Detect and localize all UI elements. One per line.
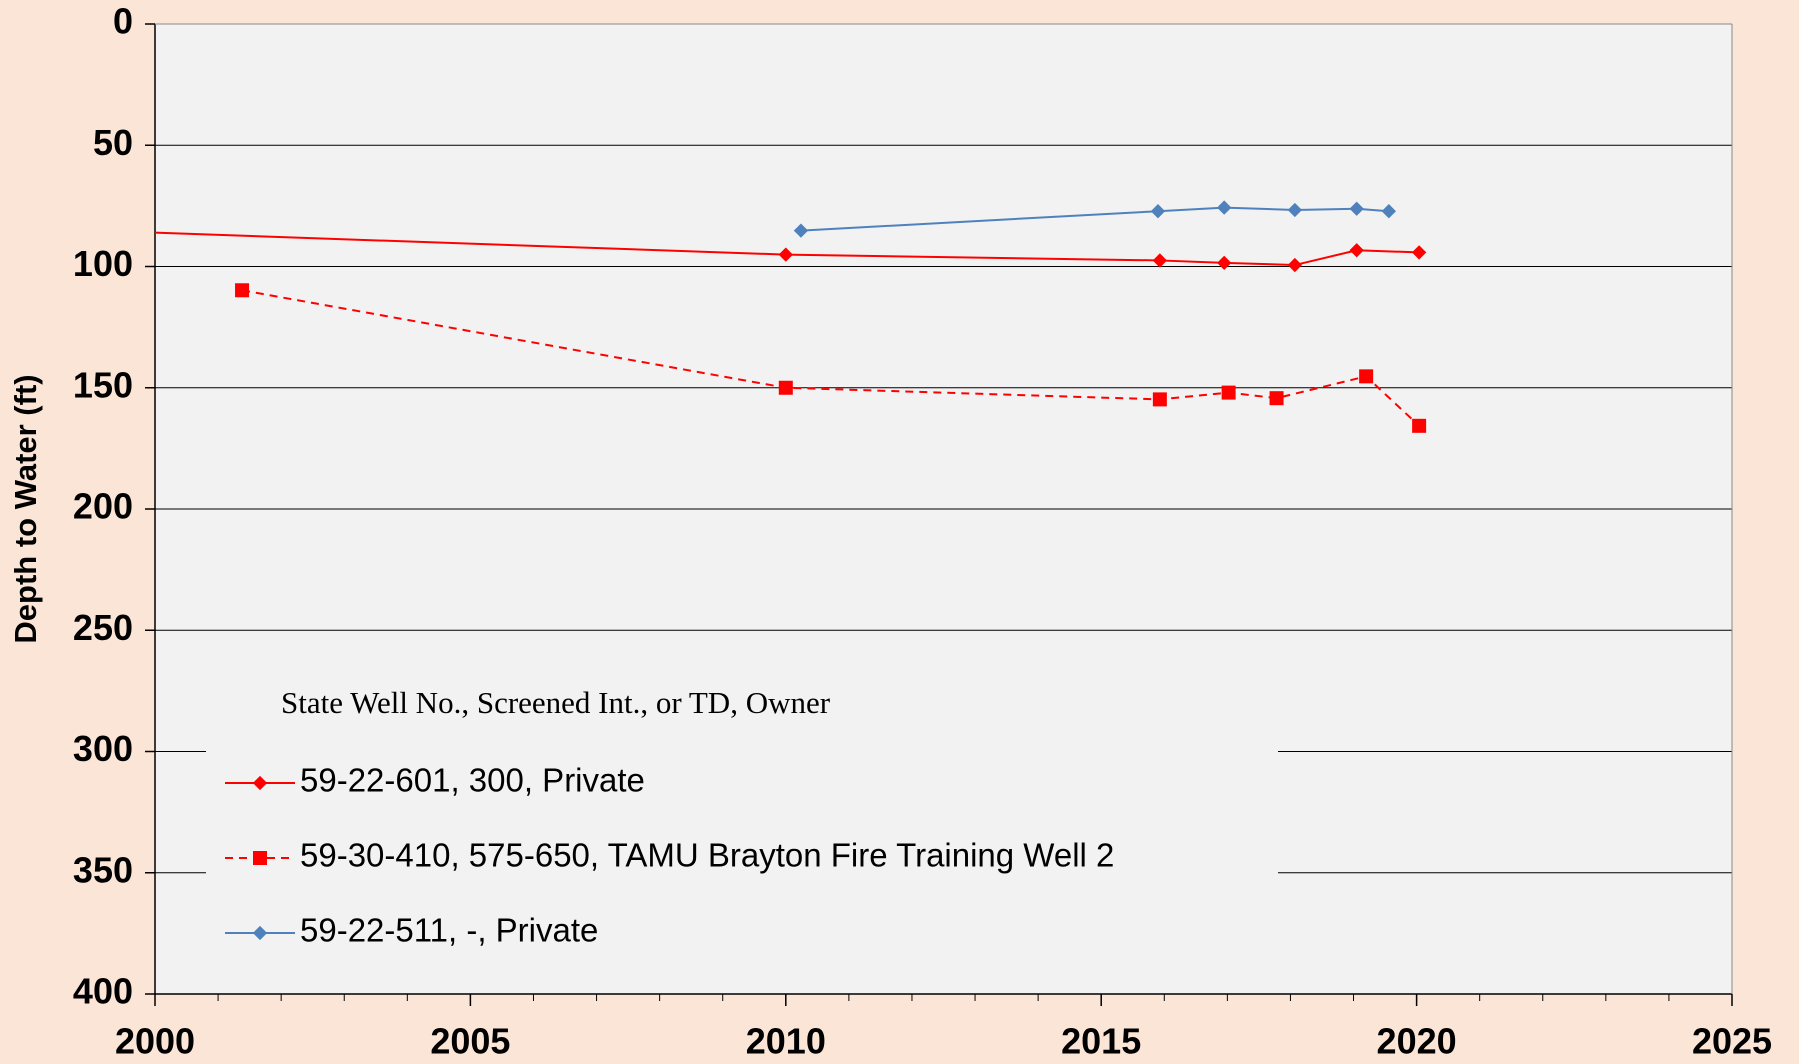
marker: [1411, 245, 1427, 260]
marker: [1217, 255, 1232, 271]
legend-title: State Well No., Screened Int., or TD, Ow…: [281, 685, 831, 720]
marker: [1381, 204, 1396, 219]
marker: [252, 775, 268, 791]
y-tick-label: 50: [93, 122, 133, 163]
x-tick-label: 2020: [1377, 1021, 1457, 1062]
marker: [1150, 204, 1166, 219]
y-tick-label: 250: [73, 607, 133, 648]
marker: [252, 925, 268, 941]
marker: [793, 223, 809, 238]
legend-label: 59-22-601, 300, Private: [300, 762, 645, 799]
marker: [1152, 392, 1167, 407]
x-tick-label: 2025: [1692, 1021, 1772, 1062]
marker: [1349, 243, 1364, 258]
y-tick-label: 200: [73, 486, 133, 527]
marker: [1287, 257, 1303, 273]
x-tick-label: 2005: [430, 1021, 510, 1062]
legend-label: 59-30-410, 575-650, TAMU Brayton Fire Tr…: [300, 837, 1114, 874]
marker: [778, 247, 793, 262]
marker: [116, 224, 130, 238]
marker: [778, 380, 793, 395]
x-tick-label: 2015: [1061, 1021, 1141, 1062]
marker: [1217, 200, 1232, 215]
y-tick-label: 300: [73, 728, 133, 769]
marker: [1287, 202, 1303, 218]
y-tick-label: 0: [113, 1, 133, 42]
y-axis-label: Depth to Water (ft): [8, 374, 43, 643]
marker: [1349, 201, 1364, 216]
marker: [1359, 369, 1374, 384]
y-tick-label: 100: [73, 243, 133, 284]
y-tick-label: 150: [73, 364, 133, 405]
marker: [253, 851, 267, 865]
x-tick-label: 2000: [115, 1021, 195, 1062]
legend-box: [206, 672, 1278, 967]
y-tick-label: 400: [73, 971, 133, 1012]
marker: [1412, 418, 1427, 433]
marker: [1269, 391, 1284, 406]
y-tick-label: 350: [73, 849, 133, 890]
x-tick-label: 2010: [746, 1021, 826, 1062]
marker: [235, 283, 250, 298]
marker: [1152, 253, 1168, 268]
marker: [1221, 385, 1236, 400]
legend-label: 59-22-511, -, Private: [300, 912, 598, 949]
